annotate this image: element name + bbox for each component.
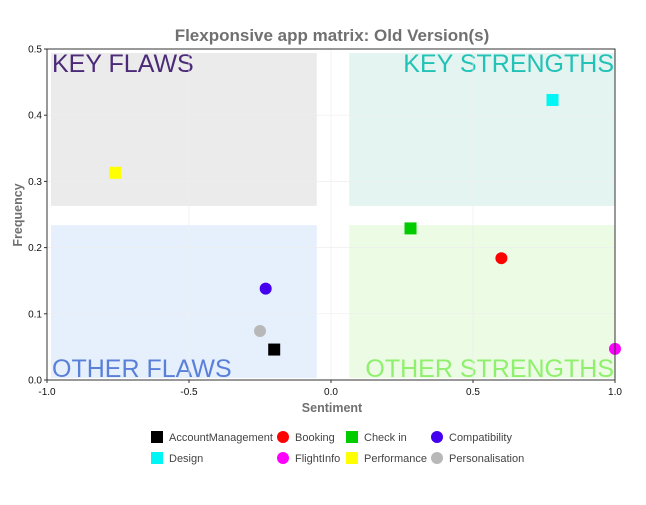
y-tick-label: 0.4 bbox=[28, 111, 42, 122]
quadrant-label: KEY STRENGTHS bbox=[403, 50, 614, 78]
data-point bbox=[268, 343, 281, 356]
quadrant-label: OTHER STRENGTHS bbox=[365, 355, 614, 383]
quadrant-label: OTHER FLAWS bbox=[52, 355, 232, 383]
quadrant-background bbox=[349, 53, 615, 206]
y-tick-label: 0.2 bbox=[28, 243, 42, 254]
quadrant-label: KEY FLAWS bbox=[52, 50, 194, 78]
legend-label: Personalisation bbox=[449, 453, 524, 465]
data-points bbox=[109, 93, 621, 356]
data-point bbox=[109, 166, 122, 179]
y-tick-label: 0.5 bbox=[28, 45, 42, 56]
legend-key bbox=[151, 431, 163, 443]
data-point bbox=[259, 282, 272, 295]
y-axis-ticks: 0.0 0.1 0.2 0.3 0.4 0.5 bbox=[28, 45, 47, 387]
legend-key bbox=[431, 452, 443, 464]
x-tick-label: 0.5 bbox=[466, 387, 480, 398]
x-tick-label: -1.0 bbox=[38, 387, 56, 398]
quadrant-group: KEY FLAWS KEY STRENGTHS OTHER FLAWS OTHER S… bbox=[51, 50, 615, 383]
quadrant-background bbox=[51, 53, 317, 206]
legend-label: Performance bbox=[364, 453, 427, 465]
y-tick-label: 0.0 bbox=[28, 376, 42, 387]
legend-label: Design bbox=[169, 453, 203, 465]
legend-label: Compatibility bbox=[449, 432, 512, 444]
legend-key bbox=[151, 452, 163, 464]
y-tick-label: 0.1 bbox=[28, 309, 42, 320]
quadrant-background bbox=[349, 225, 615, 378]
x-tick-label: 0.0 bbox=[324, 387, 338, 398]
legend: AccountManagement Booking Check in Compatib… bbox=[151, 431, 524, 465]
data-point bbox=[404, 222, 417, 235]
data-point bbox=[254, 325, 266, 338]
chart-title: Flexponsive app matrix: Old Version(s) bbox=[175, 26, 490, 45]
y-tick-label: 0.3 bbox=[28, 177, 42, 188]
legend-label: FlightInfo bbox=[295, 453, 340, 465]
data-point bbox=[495, 252, 508, 265]
legend-key bbox=[431, 431, 443, 443]
legend-label: Check in bbox=[364, 432, 407, 444]
legend-key bbox=[277, 452, 289, 464]
x-tick-label: -0.5 bbox=[180, 387, 198, 398]
legend-key bbox=[277, 431, 289, 443]
legend-label: Booking bbox=[295, 432, 335, 444]
x-axis-title: Sentiment bbox=[302, 401, 363, 415]
data-point bbox=[546, 93, 559, 106]
legend-label: AccountManagement bbox=[169, 432, 273, 444]
y-axis-title: Frequency bbox=[11, 183, 25, 246]
legend-key bbox=[346, 431, 358, 443]
x-tick-label: 1.0 bbox=[608, 387, 622, 398]
legend-key bbox=[346, 452, 358, 464]
